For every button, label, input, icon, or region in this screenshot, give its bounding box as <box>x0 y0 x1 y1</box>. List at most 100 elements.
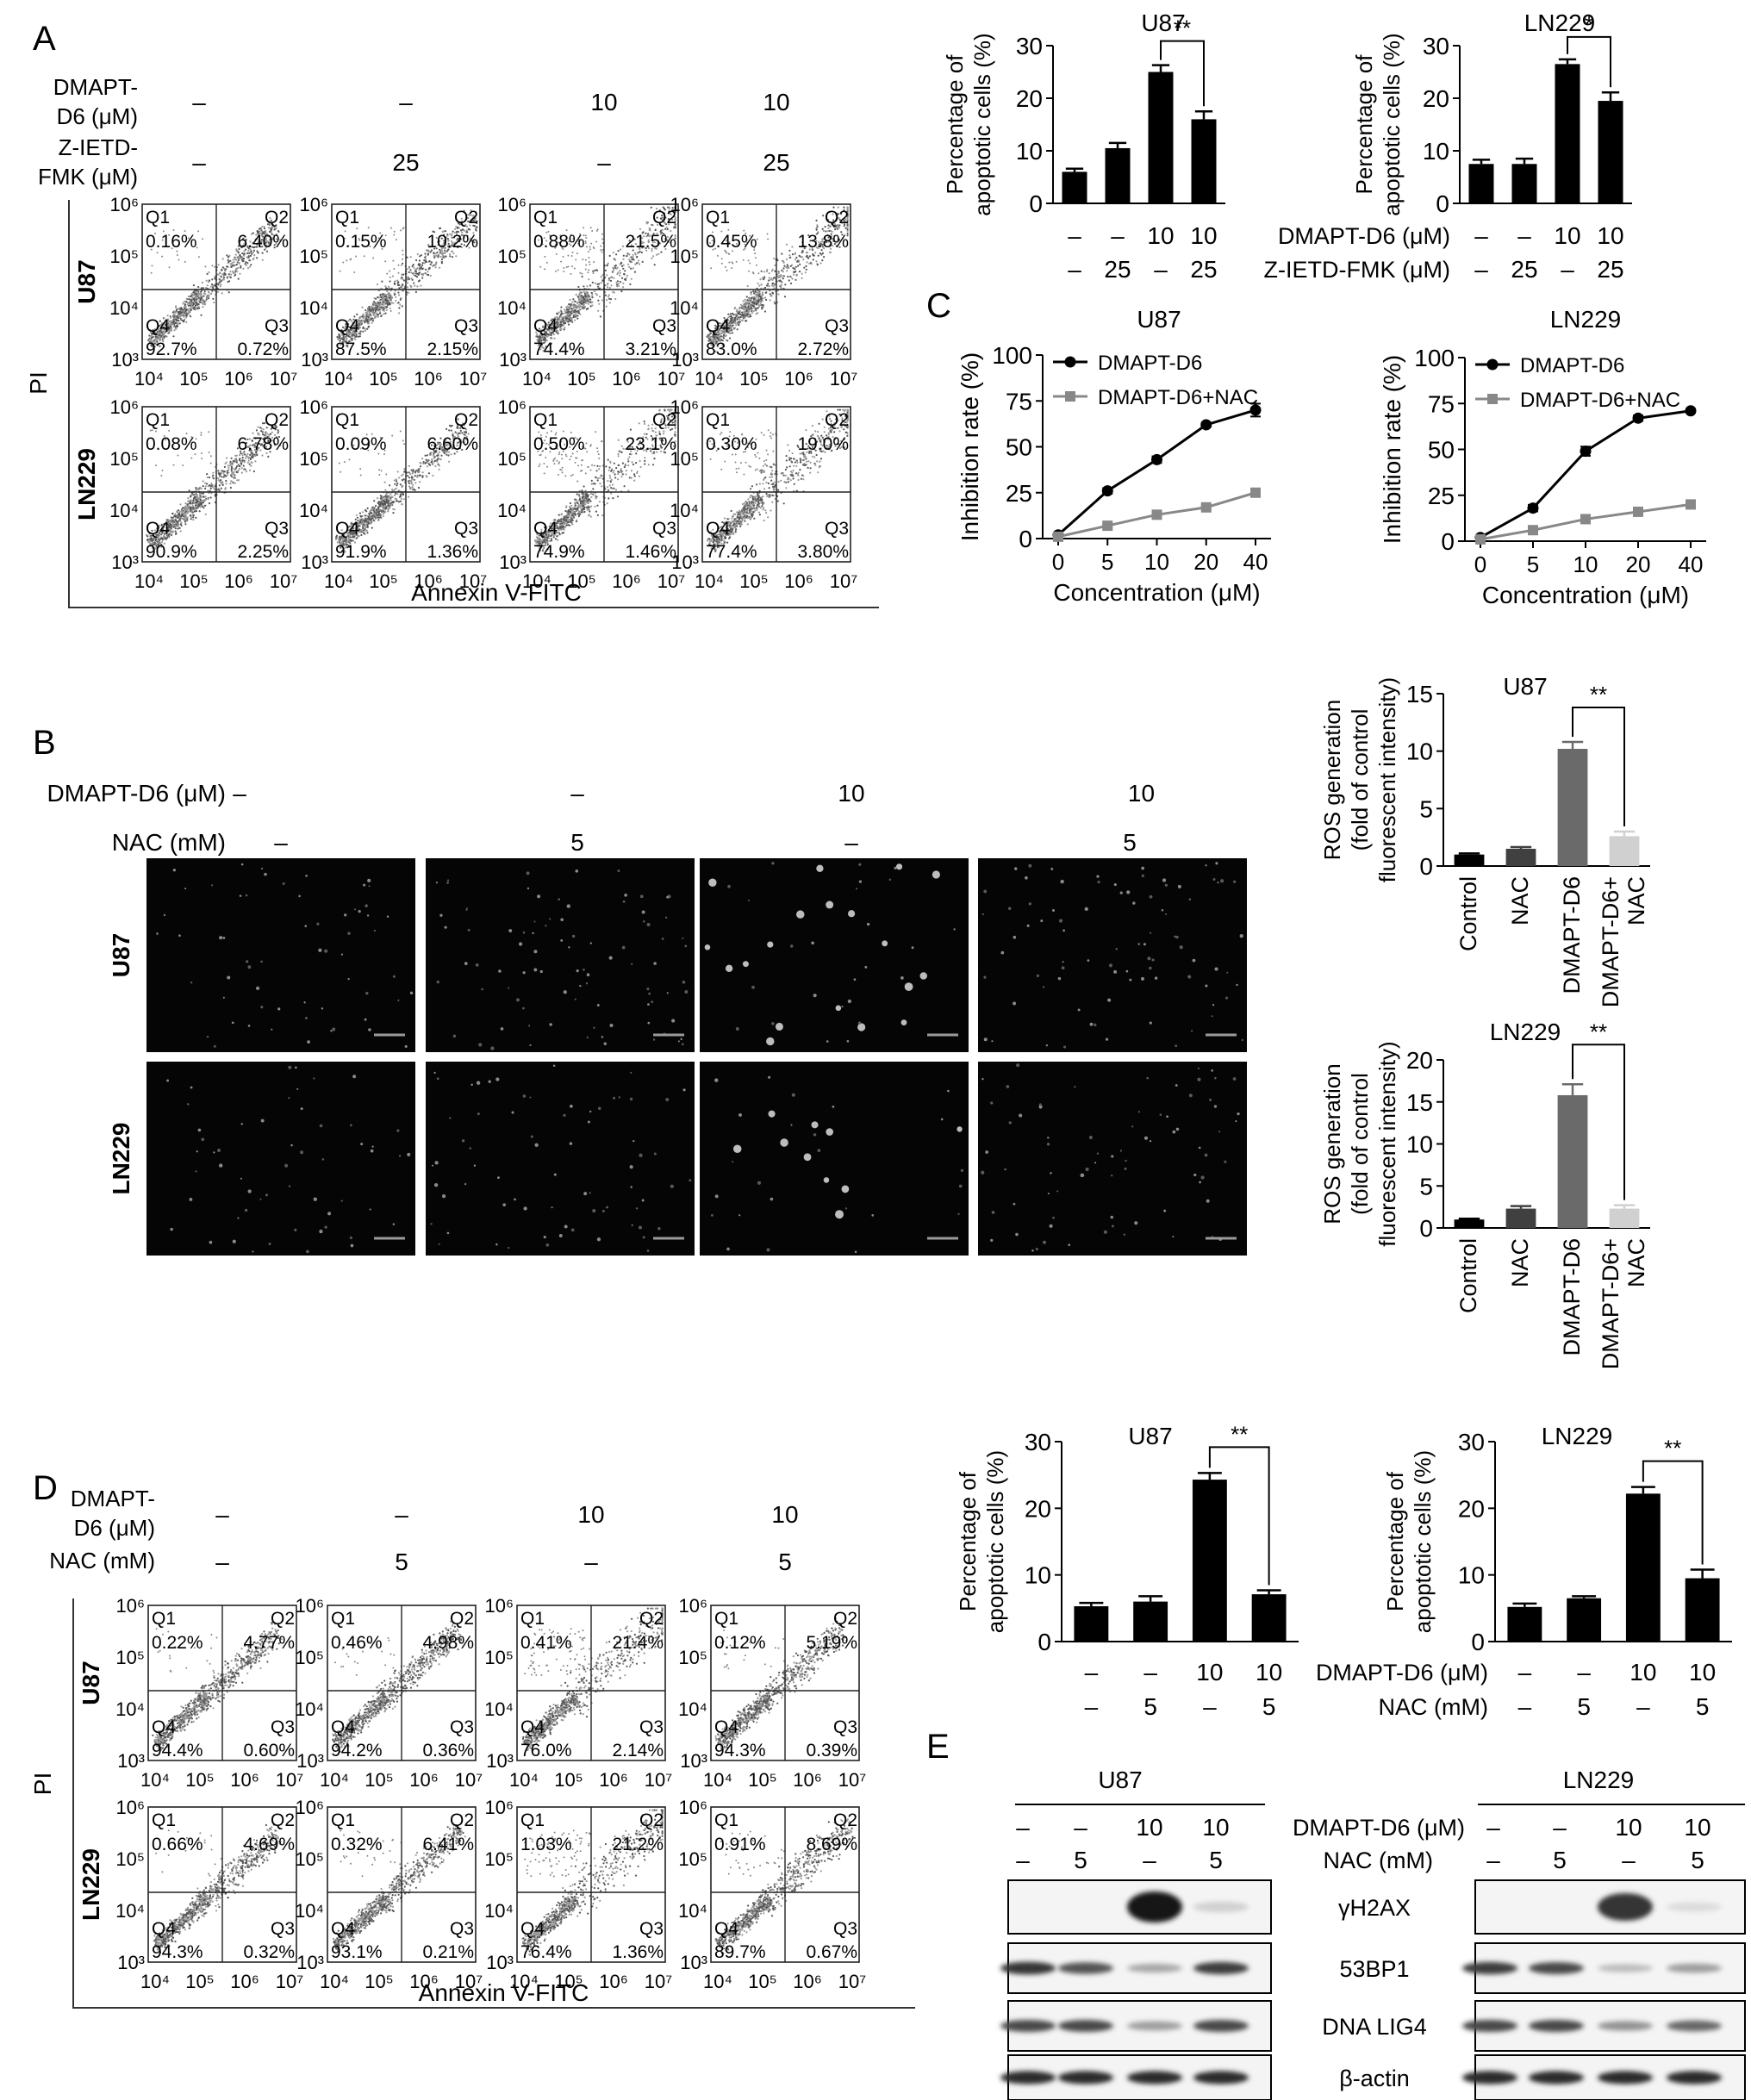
event-dot <box>256 244 259 246</box>
event-dot <box>371 321 373 324</box>
event-dot <box>229 259 232 262</box>
event-dot <box>154 430 157 433</box>
event-dot <box>245 261 247 264</box>
event-dot <box>355 255 358 258</box>
event-dot <box>364 329 367 332</box>
event-dot <box>178 512 180 514</box>
event-dot <box>234 253 237 256</box>
event-dot <box>570 303 572 306</box>
event-dot <box>381 280 383 283</box>
event-dot <box>268 234 271 238</box>
event-dot <box>433 459 436 463</box>
event-dot <box>234 258 236 260</box>
event-dot <box>589 227 592 229</box>
treatment-value: 25 <box>392 149 419 176</box>
y-tick-label: 10⁴ <box>109 297 139 319</box>
event-dot <box>171 311 174 314</box>
event-dot <box>426 465 429 468</box>
event-dot <box>240 467 243 470</box>
event-dot <box>590 242 593 245</box>
event-dot <box>606 264 608 266</box>
event-dot <box>574 315 576 318</box>
event-dot <box>621 245 625 247</box>
quadrant-q4-value: 87.5% <box>335 340 387 359</box>
event-dot <box>207 497 209 501</box>
event-dot <box>622 282 625 284</box>
event-dot <box>211 278 214 281</box>
event-dot <box>619 271 621 274</box>
event-dot <box>584 240 587 243</box>
event-dot <box>617 250 620 252</box>
event-dot <box>256 257 259 259</box>
event-dot <box>177 527 179 530</box>
event-dot <box>195 295 197 297</box>
event-dot <box>185 508 188 510</box>
event-dot <box>380 315 383 318</box>
event-dot <box>372 304 375 307</box>
event-dot <box>807 257 810 259</box>
event-dot <box>190 508 192 511</box>
event-dot <box>821 259 824 262</box>
event-dot <box>155 464 158 467</box>
event-dot <box>581 272 583 275</box>
event-dot <box>214 275 216 277</box>
event-dot <box>217 479 220 482</box>
event-dot <box>579 271 582 274</box>
event-dot <box>780 284 783 286</box>
event-dot <box>214 265 216 268</box>
event-dot <box>176 315 178 318</box>
x-tick-label: 10⁴ <box>695 368 724 389</box>
event-dot <box>171 525 173 527</box>
event-dot <box>413 478 415 482</box>
event-dot <box>796 259 799 262</box>
quadrant-name-q4: Q4 <box>146 316 170 336</box>
event-dot <box>795 256 798 259</box>
event-dot <box>227 280 229 284</box>
event-dot <box>755 264 757 266</box>
event-dot <box>757 312 759 315</box>
quadrant-name-q1: Q1 <box>146 208 170 227</box>
event-dot <box>157 343 159 346</box>
event-dot <box>243 467 246 470</box>
event-dot <box>154 337 157 340</box>
event-dot <box>616 280 620 283</box>
event-dot <box>251 242 254 245</box>
event-dot <box>609 279 613 282</box>
y-tick-label: 10⁴ <box>299 297 328 319</box>
event-dot <box>238 262 240 265</box>
event-dot <box>384 285 387 288</box>
event-dot <box>172 315 175 318</box>
event-dot <box>376 283 379 286</box>
event-dot <box>425 268 427 271</box>
event-dot <box>408 485 411 488</box>
event-dot <box>583 290 585 293</box>
event-dot <box>585 290 588 293</box>
event-dot <box>203 290 206 293</box>
event-dot <box>661 228 664 231</box>
event-dot <box>424 252 427 255</box>
event-dot <box>171 531 174 533</box>
event-dot <box>246 262 249 265</box>
event-dot <box>190 308 192 311</box>
event-dot <box>757 272 760 275</box>
event-dot <box>211 476 214 479</box>
event-dot <box>263 237 265 240</box>
event-dot <box>206 272 209 275</box>
event-dot <box>255 246 259 248</box>
event-dot <box>768 272 770 275</box>
event-dot <box>257 240 259 244</box>
event-dot <box>614 265 617 267</box>
event-dot <box>434 266 437 269</box>
event-dot <box>392 302 395 304</box>
event-dot <box>748 296 751 299</box>
event-dot <box>561 319 564 321</box>
event-dot <box>766 233 769 235</box>
event-dot <box>389 276 391 278</box>
event-dot <box>628 265 631 268</box>
event-dot <box>798 271 801 273</box>
event-dot <box>246 252 249 255</box>
event-dot <box>253 246 256 248</box>
event-dot <box>751 271 754 274</box>
event-dot <box>557 269 559 271</box>
event-dot <box>227 466 230 469</box>
